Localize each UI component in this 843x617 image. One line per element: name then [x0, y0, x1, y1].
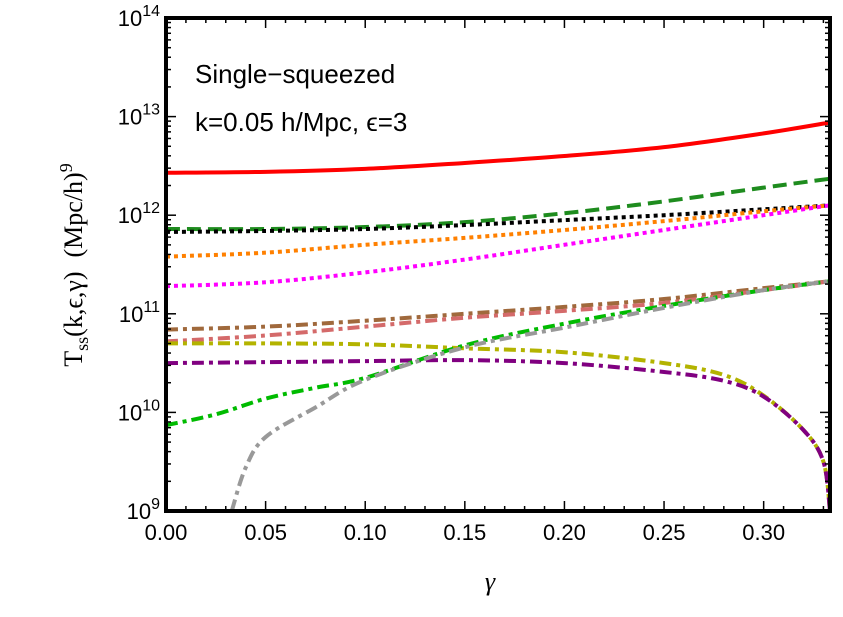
- y-axis-label: Tss(k,ϵ,γ) (Mpc/h)9: [56, 163, 92, 366]
- y-tick-label: 1012: [118, 200, 160, 228]
- curves: [165, 120, 832, 512]
- y-tick-label: 1011: [119, 299, 160, 327]
- x-tick-label: 0.25: [643, 520, 686, 545]
- y-tick-labels: 109 1010 1011 1012 1013 1014: [118, 3, 160, 524]
- x-axis-label: γ: [485, 567, 496, 596]
- y-label-main: T: [59, 351, 88, 367]
- plot-frame: [164, 16, 832, 513]
- x-tick-labels: 0.00 0.05 0.10 0.15 0.20 0.25 0.30: [145, 520, 785, 545]
- x-tick-label: 0.05: [244, 520, 287, 545]
- series-line-5: [165, 279, 831, 332]
- series-line-9: [165, 279, 831, 428]
- annotation-title: Single−squeezed: [195, 59, 395, 89]
- svg-text:Tss(k,ϵ,γ)(Mpc/h)9: Tss(k,ϵ,γ) (Mpc/h)9: [56, 163, 92, 366]
- y-label-unit: (Mpc/h): [59, 172, 88, 257]
- y-tick-label: 1013: [118, 102, 160, 130]
- series-line-8: [165, 358, 832, 512]
- y-tick-label: 1014: [118, 3, 160, 31]
- series-line-3: [165, 203, 831, 259]
- y-label-sub: ss: [72, 337, 92, 351]
- y-label-args: (k,ϵ,γ): [59, 271, 88, 336]
- x-tick-label: 0.00: [145, 520, 188, 545]
- series-line-6: [165, 279, 831, 344]
- series-line-4: [165, 203, 831, 289]
- series-line-0: [165, 120, 831, 175]
- series-line-2: [165, 203, 831, 234]
- y-tick-label: 1010: [118, 397, 160, 425]
- x-tick-label: 0.30: [742, 520, 785, 545]
- x-tick-label: 0.10: [344, 520, 387, 545]
- y-label-sup: 9: [56, 163, 76, 172]
- series-line-10: [229, 279, 831, 512]
- x-tick-label: 0.20: [543, 520, 586, 545]
- y-tick-label: 109: [127, 496, 160, 524]
- series-line-7: [165, 341, 832, 512]
- x-tick-label: 0.15: [443, 520, 486, 545]
- annotation-params: k=0.05 h/Mpc, ϵ=3: [195, 107, 407, 137]
